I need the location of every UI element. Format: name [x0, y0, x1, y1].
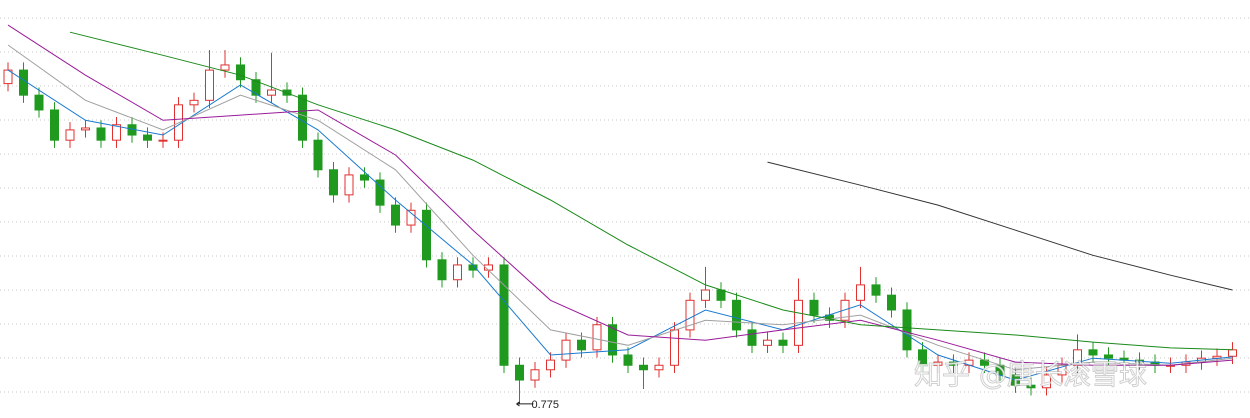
low-label: 0.775	[532, 399, 560, 411]
candle-body	[329, 169, 338, 196]
candle-body	[360, 174, 369, 181]
ma-line	[7, 44, 1233, 371]
candle-body	[81, 127, 90, 131]
candle-body	[267, 89, 276, 96]
candle-body	[220, 64, 230, 71]
candle-body	[732, 299, 741, 331]
candle-body	[747, 329, 757, 346]
candle-body	[902, 309, 912, 351]
candle-body	[189, 99, 199, 106]
candle-body	[158, 139, 168, 142]
candle-body	[298, 94, 307, 141]
candle-body	[639, 364, 648, 371]
moving-averages	[7, 24, 1233, 381]
candle-body	[3, 69, 13, 85]
candle-body	[112, 124, 121, 141]
candle-body	[856, 284, 865, 301]
candle-body	[499, 264, 509, 366]
candle-body	[1026, 384, 1036, 389]
ma-line	[7, 24, 1233, 366]
candle-body	[422, 209, 431, 261]
candle-body	[1073, 349, 1082, 366]
candle-body	[205, 69, 214, 101]
candle-body	[763, 339, 772, 346]
candle-body	[530, 369, 540, 381]
annotations: 0.775 知乎 @唐长滚雪球	[516, 358, 1147, 411]
grid	[0, 17, 1250, 393]
candle-body	[50, 109, 59, 141]
candle-body	[437, 259, 447, 281]
candle-body	[546, 359, 555, 371]
ma-line	[7, 69, 1233, 381]
candle-body	[406, 209, 416, 226]
candle-body	[871, 284, 881, 296]
candle-body	[1228, 349, 1237, 357]
candle-body	[375, 179, 385, 206]
candle-body	[577, 339, 586, 351]
candle-body	[561, 339, 571, 361]
watermark: 知乎 @唐长滚雪球	[914, 358, 1147, 391]
candle-body	[313, 139, 323, 171]
candles	[3, 50, 1237, 402]
candle-body	[670, 329, 679, 366]
candle-body	[654, 364, 664, 371]
candle-body	[1104, 354, 1113, 359]
candle-body	[701, 289, 710, 301]
candle-body	[716, 289, 726, 301]
candle-body	[887, 294, 896, 311]
candle-body	[251, 79, 261, 96]
candle-body	[949, 361, 958, 366]
candle-body	[1042, 374, 1051, 389]
candle-body	[623, 354, 633, 366]
candle-body	[391, 204, 400, 226]
candle-body	[515, 364, 524, 381]
candle-body	[236, 64, 245, 81]
candle-body	[96, 127, 106, 141]
ma-line	[767, 161, 1233, 291]
candle-body	[65, 129, 75, 141]
candle-body	[143, 134, 152, 141]
candle-body	[809, 299, 819, 316]
candle-body	[918, 349, 927, 366]
ma-line	[69, 31, 1233, 351]
candle-body	[685, 299, 695, 331]
low-arrow	[516, 401, 534, 407]
candle-body	[453, 264, 462, 281]
candle-body	[933, 361, 943, 366]
candle-body	[344, 174, 354, 196]
candle-body	[592, 324, 602, 351]
candle-body	[19, 69, 28, 96]
candle-body	[1088, 349, 1098, 356]
candle-body	[34, 94, 44, 111]
candle-body	[778, 339, 788, 346]
candle-body	[608, 324, 617, 356]
